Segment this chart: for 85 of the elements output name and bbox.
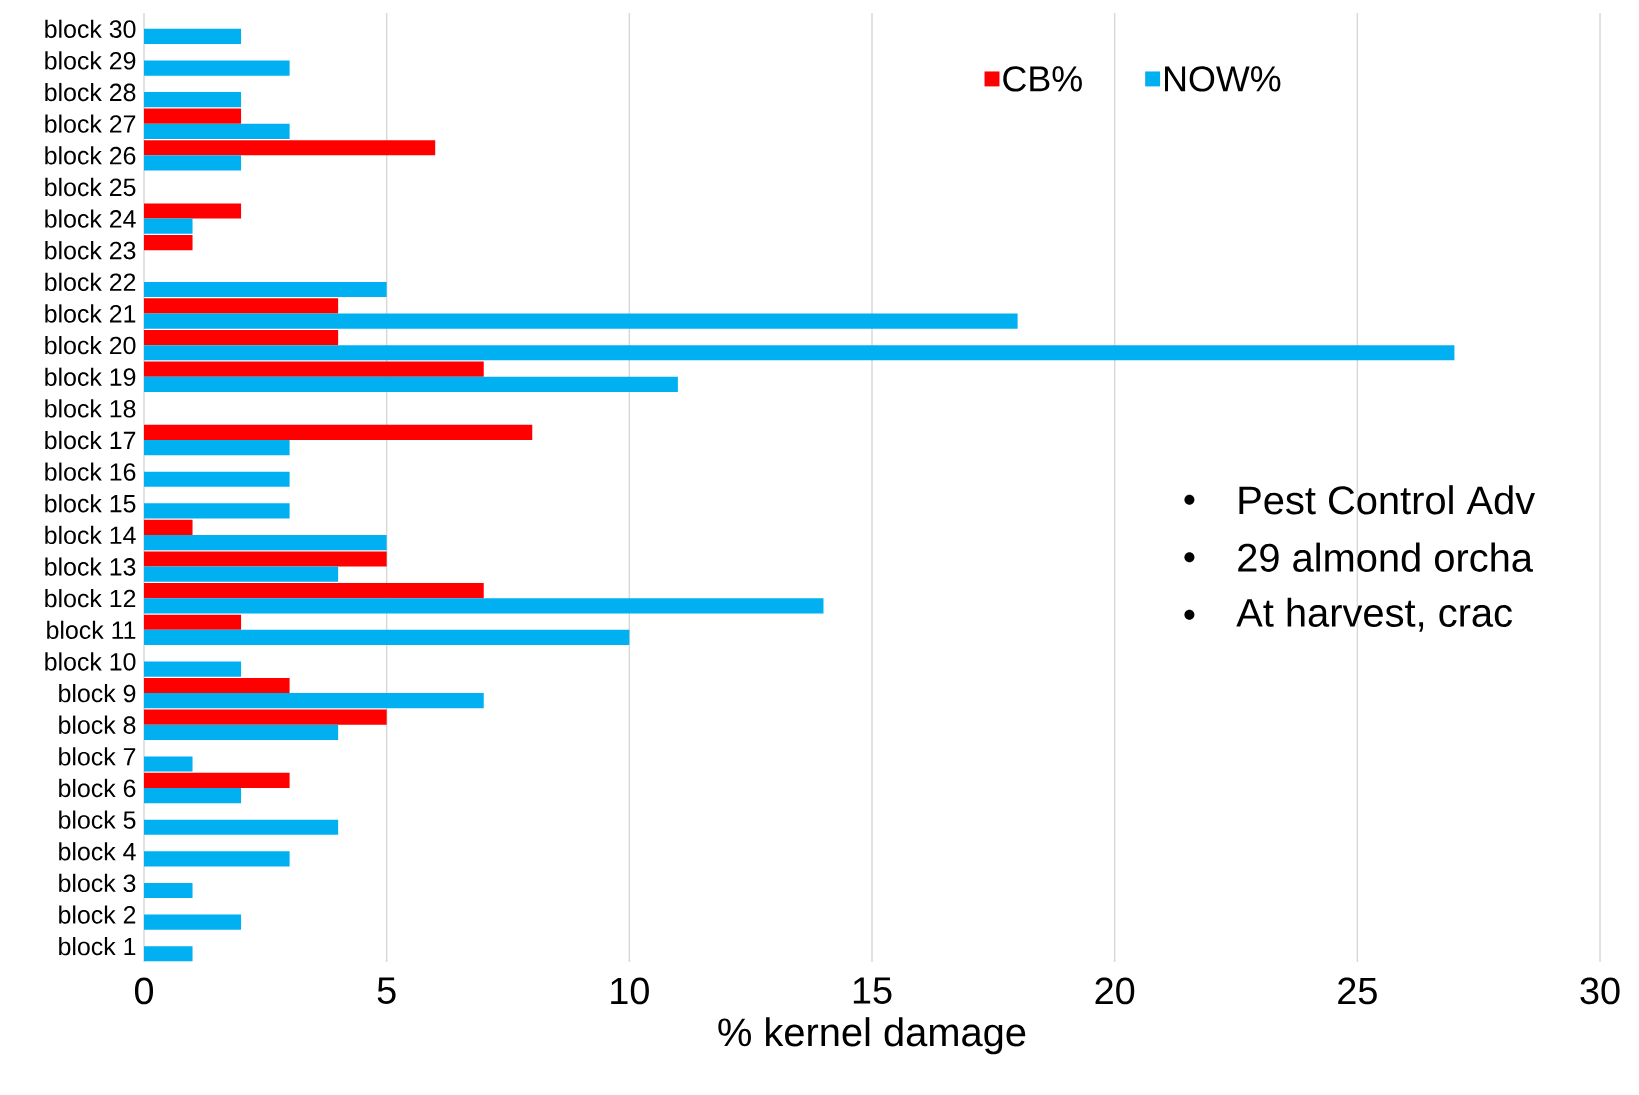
- y-tick-label: block 26: [45, 146, 136, 165]
- x-tick-label: 25: [1338, 977, 1377, 1005]
- x-tick-label: 0: [134, 977, 154, 1005]
- y-tick-label: block 25: [45, 177, 136, 197]
- y-tick-label: block 21: [45, 304, 136, 323]
- bar: [144, 566, 339, 582]
- bar: [144, 583, 484, 599]
- y-tick-label: block 5: [59, 810, 136, 829]
- y-tick-label: block 24: [45, 209, 136, 228]
- bar: [144, 677, 290, 694]
- bar: [144, 235, 193, 251]
- y-tick-label: block 7: [59, 747, 136, 766]
- x-tick-label: 10: [611, 977, 649, 1005]
- bar: [144, 503, 290, 519]
- y-tick-label: block 8: [59, 715, 136, 734]
- bar: [144, 440, 290, 456]
- y-tick-label: block 20: [45, 336, 136, 355]
- bar: [144, 519, 193, 535]
- bar: [144, 551, 387, 567]
- bar: [144, 614, 242, 630]
- bar: [144, 534, 387, 551]
- y-tick-label: block 3: [59, 873, 136, 893]
- bar: [144, 882, 193, 899]
- y-tick-label: block 27: [45, 114, 136, 133]
- bar: [144, 329, 339, 346]
- bar: [144, 218, 193, 234]
- bar: [144, 424, 533, 441]
- bar: [144, 361, 484, 377]
- y-tick-label: block 29: [45, 51, 136, 70]
- annotation: Pest Control Adv: [1239, 485, 1536, 515]
- bar: [144, 60, 290, 76]
- y-tick-label: block 2: [59, 905, 136, 924]
- bar: [144, 851, 290, 867]
- bar: [144, 629, 630, 646]
- y-tick-label: block 30: [45, 19, 136, 38]
- bar: [144, 819, 339, 835]
- y-tick-label: block 28: [45, 82, 136, 102]
- bar: [144, 756, 193, 772]
- bar: [144, 155, 242, 171]
- y-tick-label: block 14: [45, 525, 136, 545]
- x-tick-label: 20: [1095, 977, 1135, 1005]
- legend-label: NOW%: [1165, 66, 1281, 92]
- bar: [144, 661, 242, 677]
- bar: [144, 281, 387, 298]
- bar: [144, 598, 824, 614]
- bar: [144, 108, 242, 124]
- bar: [144, 92, 242, 108]
- y-tick-label: block 11: [47, 620, 136, 639]
- bar: [144, 376, 678, 392]
- bar: [144, 471, 290, 487]
- bar: [144, 123, 290, 139]
- y-tick-label: block 18: [45, 399, 136, 418]
- bar: [144, 28, 242, 44]
- x-tick-label: 15: [853, 977, 892, 1004]
- annotation: At harvest, crac: [1236, 597, 1512, 632]
- y-tick-label: block 17: [45, 430, 136, 450]
- y-tick-label: block 15: [45, 494, 136, 513]
- bar: [144, 946, 193, 962]
- bar: [144, 709, 387, 725]
- y-tick-label: block 19: [45, 367, 136, 386]
- bar: [144, 693, 484, 709]
- bar: [144, 914, 242, 930]
- bar: [144, 788, 242, 804]
- bar: [144, 724, 339, 740]
- y-tick-label: block 12: [45, 589, 136, 608]
- bar: [144, 140, 436, 156]
- x-tick-label: 30: [1580, 977, 1620, 1005]
- y-tick-label: block 9: [59, 683, 136, 703]
- y-tick-label: block 6: [59, 778, 136, 798]
- x-axis-title: % kernel damage: [718, 1017, 1026, 1055]
- annotation: 29 almond orcha: [1238, 542, 1533, 572]
- y-tick-label: block 4: [59, 842, 136, 861]
- y-tick-label: block 16: [45, 462, 136, 481]
- x-tick-label: 5: [377, 977, 396, 1004]
- bar: [144, 345, 1455, 361]
- y-tick-label: block 10: [45, 652, 136, 671]
- y-tick-label: block 23: [45, 241, 136, 260]
- bar: [144, 298, 339, 314]
- bar: [144, 313, 1018, 329]
- legend-label: CB%: [1003, 66, 1082, 92]
- y-tick-label: block 1: [59, 937, 136, 956]
- bar: [144, 203, 242, 219]
- y-tick-label: block 13: [45, 557, 136, 576]
- y-tick-label: block 22: [45, 272, 136, 292]
- bar: [144, 772, 290, 789]
